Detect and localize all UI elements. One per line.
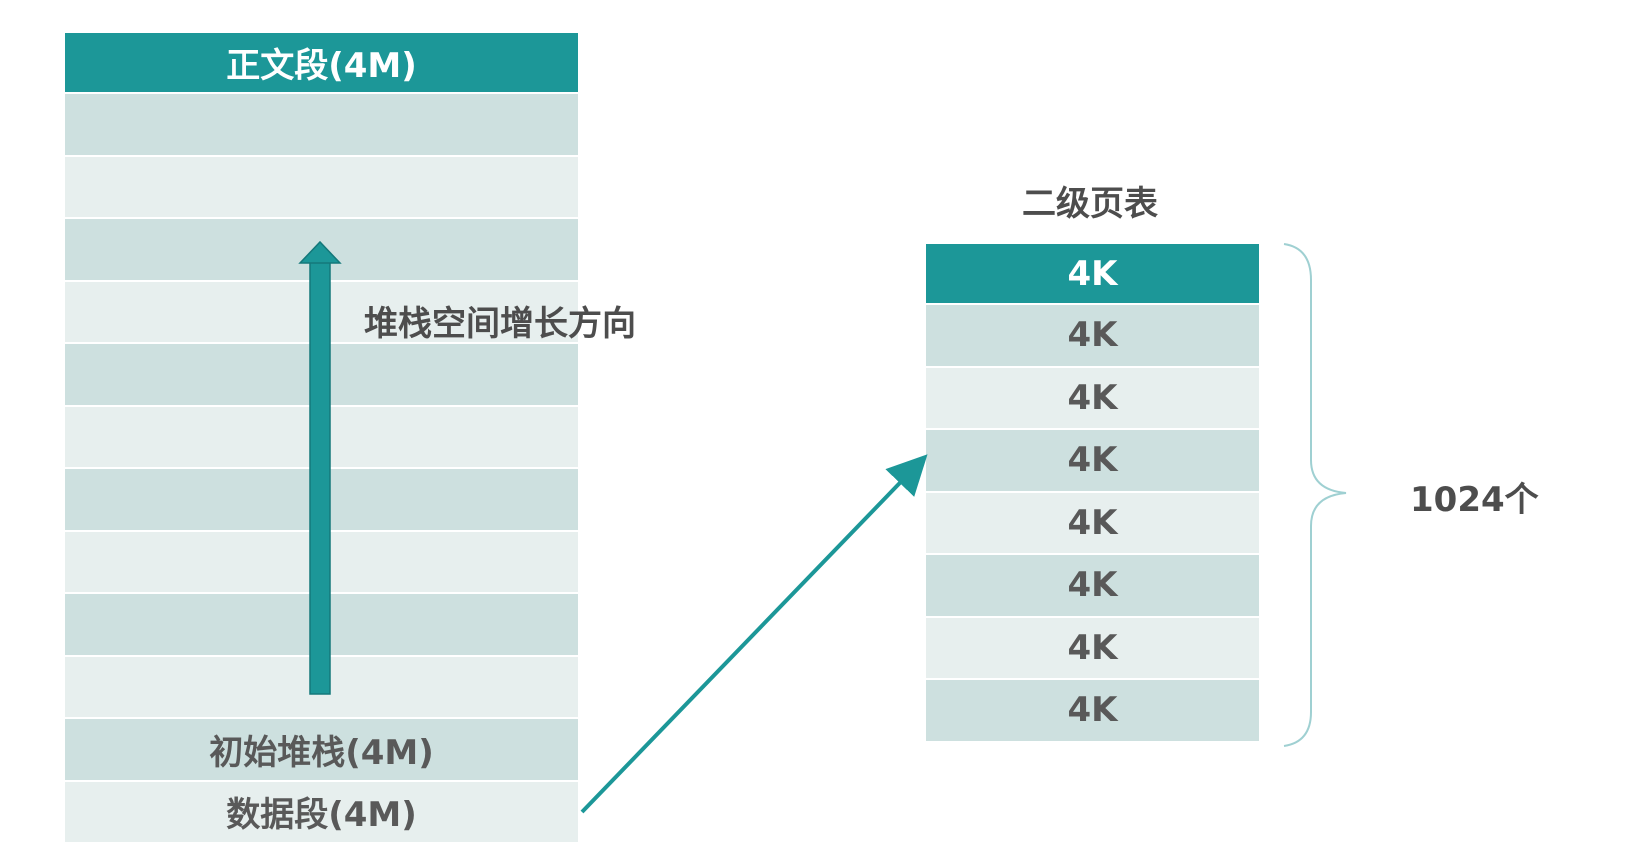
stack-growth-arrow: [298, 240, 342, 695]
entry-count-label: 1024个: [1410, 480, 1539, 520]
page-table-entry: 4K: [926, 367, 1259, 430]
page-table-column: 4K 4K 4K 4K 4K 4K 4K 4K: [926, 244, 1259, 743]
mapping-arrow: [580, 454, 928, 814]
page-table-title: 二级页表: [1022, 184, 1158, 224]
text-segment-header: 正文段(4M): [65, 33, 578, 94]
page-table-entry: 4K: [926, 680, 1259, 743]
data-segment-row: 数据段(4M): [65, 781, 578, 844]
page-table-entry: 4K: [926, 555, 1259, 618]
page-table-entry: 4K: [926, 305, 1259, 368]
page-table-entry: 4K: [926, 430, 1259, 493]
page-table-entry: 4K: [926, 244, 1259, 305]
address-row: [65, 156, 578, 219]
page-table-entry: 4K: [926, 617, 1259, 680]
right-brace: [1283, 243, 1347, 747]
address-row: [65, 94, 578, 157]
page-table-entry: 4K: [926, 492, 1259, 555]
stack-growth-label: 堆栈空间增长方向: [364, 304, 636, 344]
initial-stack-row: 初始堆栈(4M): [65, 719, 578, 782]
